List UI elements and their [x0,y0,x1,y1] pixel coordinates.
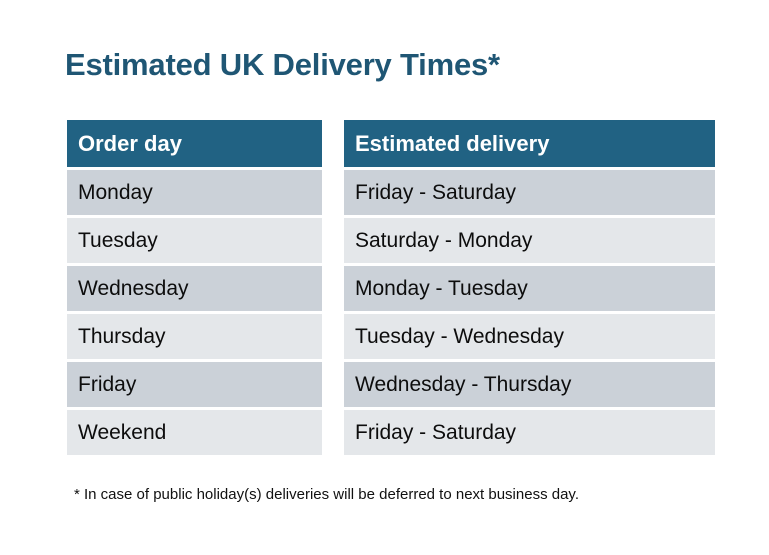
column-divider [322,120,344,167]
table-row: Thursday Tuesday - Wednesday [67,314,715,359]
table-row: Wednesday Monday - Tuesday [67,266,715,311]
column-divider [322,362,344,407]
table-row: Monday Friday - Saturday [67,170,715,215]
cell-order-day: Wednesday [67,266,322,311]
cell-estimated-delivery: Friday - Saturday [344,170,715,215]
cell-order-day: Weekend [67,410,322,455]
delivery-times-table: Order day Estimated delivery Monday Frid… [67,120,715,458]
cell-estimated-delivery: Wednesday - Thursday [344,362,715,407]
column-divider [322,218,344,263]
column-divider [322,170,344,215]
cell-order-day: Tuesday [67,218,322,263]
cell-estimated-delivery: Monday - Tuesday [344,266,715,311]
table-row: Friday Wednesday - Thursday [67,362,715,407]
cell-estimated-delivery: Saturday - Monday [344,218,715,263]
column-header-estimated-delivery: Estimated delivery [344,120,715,167]
table-row: Tuesday Saturday - Monday [67,218,715,263]
cell-estimated-delivery: Friday - Saturday [344,410,715,455]
column-divider [322,266,344,311]
cell-order-day: Monday [67,170,322,215]
cell-order-day: Friday [67,362,322,407]
table-header-row: Order day Estimated delivery [67,120,715,167]
footnote-text: * In case of public holiday(s) deliverie… [74,486,579,503]
column-header-order-day: Order day [67,120,322,167]
column-divider [322,314,344,359]
cell-order-day: Thursday [67,314,322,359]
column-divider [322,410,344,455]
table-row: Weekend Friday - Saturday [67,410,715,455]
page-title: Estimated UK Delivery Times* [65,47,500,82]
cell-estimated-delivery: Tuesday - Wednesday [344,314,715,359]
